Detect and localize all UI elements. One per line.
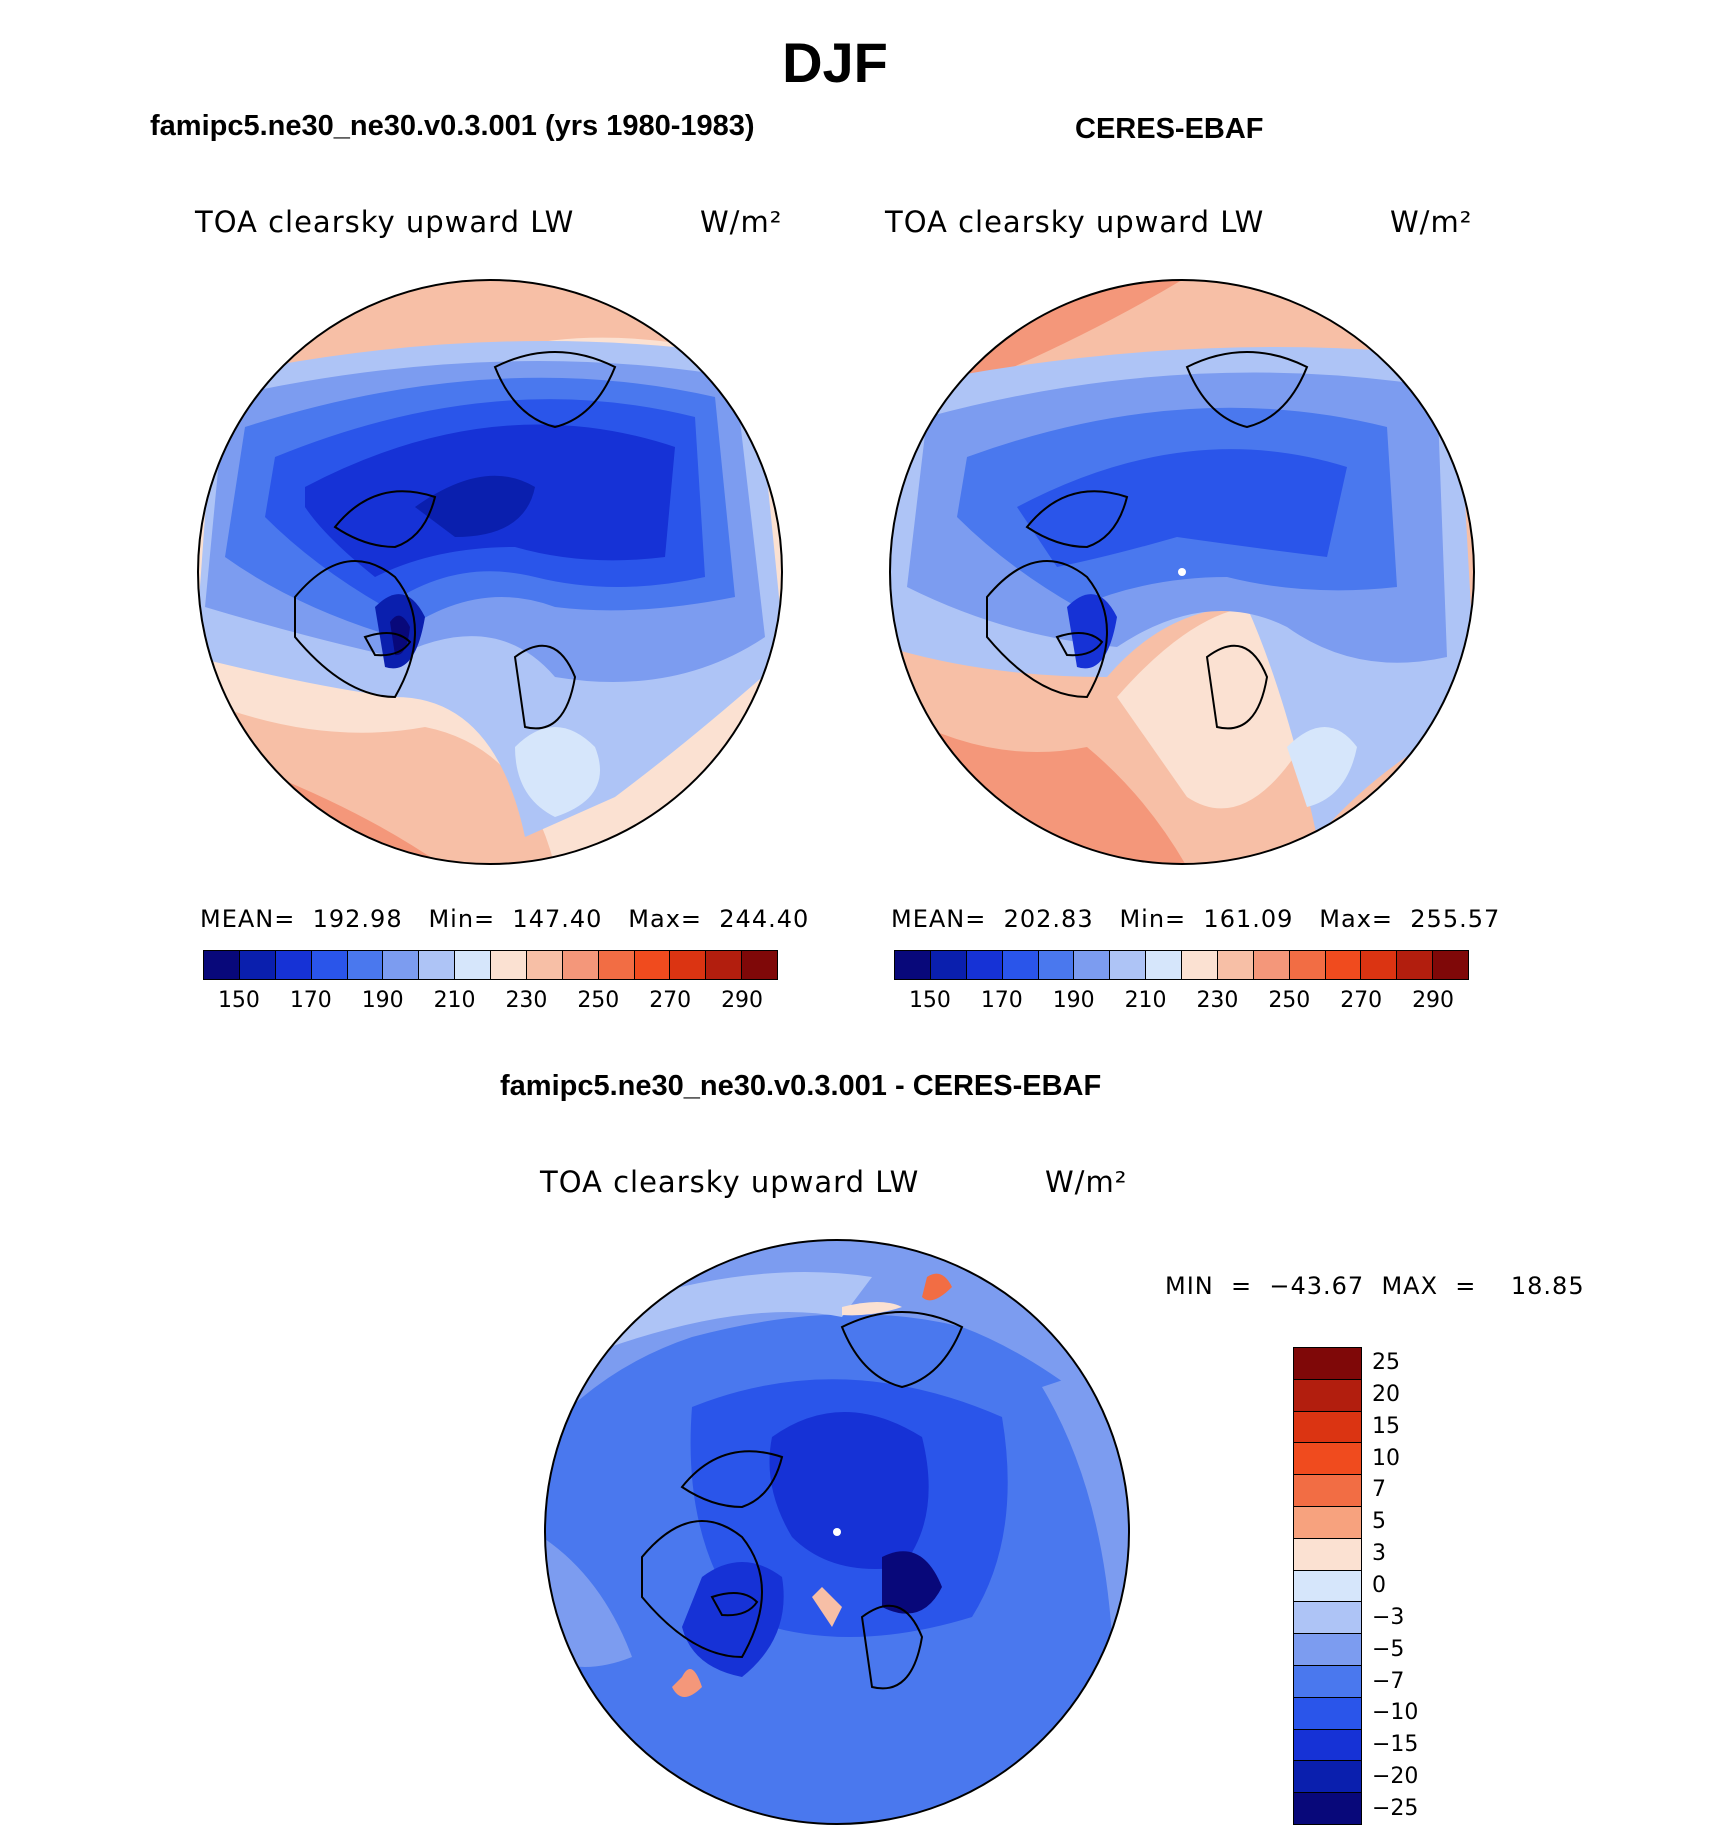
colorbar-swatch <box>383 951 420 979</box>
colorbar-swatch <box>1294 1411 1361 1444</box>
right-panel-title: CERES-EBAF <box>1075 113 1264 145</box>
right-colorbar <box>894 950 1469 980</box>
diff-colorbar <box>1293 1347 1362 1825</box>
colorbar-swatch <box>455 951 491 979</box>
right-colorbar-ticks: 150 170 190 210 230 250 270 290 <box>894 988 1469 1018</box>
colorbar-swatch <box>1325 951 1362 979</box>
colorbar-swatch <box>634 951 671 979</box>
colorbar-tick-label: 290 <box>721 988 764 1013</box>
colorbar-tick-label: 170 <box>289 988 332 1013</box>
colorbar-swatch <box>347 951 384 979</box>
colorbar-swatch <box>1289 951 1326 979</box>
colorbar-swatch <box>1294 1379 1361 1412</box>
colorbar-swatch <box>1294 1506 1361 1539</box>
colorbar-tick-label: 5 <box>1372 1509 1386 1535</box>
colorbar-swatch <box>1253 951 1290 979</box>
colorbar-tick-label: 190 <box>1052 988 1095 1013</box>
colorbar-swatch <box>1294 1697 1361 1730</box>
diff-units-label: W/m² <box>1045 1165 1128 1199</box>
left-variable-label: TOA clearsky upward LW <box>195 205 575 239</box>
left-polar-map <box>197 279 783 865</box>
colorbar-tick-label: 270 <box>649 988 692 1013</box>
colorbar-swatch <box>1294 1602 1361 1635</box>
diff-variable-label: TOA clearsky upward LW <box>540 1165 920 1199</box>
colorbar-tick-label: 10 <box>1372 1445 1400 1471</box>
colorbar-tick-label: 250 <box>577 988 620 1013</box>
colorbar-swatch <box>1361 951 1398 979</box>
left-panel-title: famipc5.ne30_ne30.v0.3.001 (yrs 1980-198… <box>150 110 755 142</box>
colorbar-swatch <box>598 951 635 979</box>
colorbar-swatch <box>895 951 931 979</box>
colorbar-swatch <box>1294 1570 1361 1603</box>
colorbar-swatch <box>204 951 240 979</box>
diff-panel-title: famipc5.ne30_ne30.v0.3.001 - CERES-EBAF <box>500 1070 1102 1102</box>
colorbar-tick-label: 150 <box>908 988 951 1013</box>
colorbar-swatch <box>1294 1634 1361 1666</box>
colorbar-swatch <box>239 951 276 979</box>
colorbar-swatch <box>1397 951 1434 979</box>
colorbar-swatch <box>562 951 599 979</box>
colorbar-swatch <box>966 951 1003 979</box>
colorbar-swatch <box>1294 1475 1361 1507</box>
colorbar-swatch <box>1074 951 1111 979</box>
left-stats: MEAN= 192.98 Min= 147.40 Max= 244.40 <box>200 905 810 933</box>
colorbar-tick-label: 3 <box>1372 1541 1386 1567</box>
colorbar-swatch <box>742 951 777 979</box>
colorbar-swatch <box>1002 951 1039 979</box>
colorbar-tick-label: 190 <box>361 988 404 1013</box>
colorbar-tick-label: −20 <box>1372 1764 1419 1790</box>
colorbar-swatch <box>1294 1665 1361 1698</box>
colorbar-swatch <box>1294 1793 1361 1824</box>
colorbar-swatch <box>526 951 563 979</box>
colorbar-tick-label: 15 <box>1372 1413 1400 1439</box>
colorbar-swatch <box>1294 1348 1361 1380</box>
colorbar-tick-label: 7 <box>1372 1477 1386 1503</box>
season-title: DJF <box>782 31 888 94</box>
colorbar-swatch <box>311 951 348 979</box>
colorbar-tick-label: −7 <box>1372 1668 1405 1694</box>
left-colorbar-ticks: 150 170 190 210 230 250 270 290 <box>203 988 778 1018</box>
colorbar-tick-label: 270 <box>1340 988 1383 1013</box>
colorbar-tick-label: 210 <box>1124 988 1167 1013</box>
colorbar-tick-label: −5 <box>1372 1636 1405 1662</box>
colorbar-swatch <box>1294 1761 1361 1794</box>
colorbar-swatch <box>1294 1443 1361 1476</box>
colorbar-tick-label: 210 <box>433 988 476 1013</box>
colorbar-swatch <box>1433 951 1468 979</box>
colorbar-tick-label: −10 <box>1372 1700 1419 1726</box>
right-variable-label: TOA clearsky upward LW <box>885 205 1265 239</box>
colorbar-swatch <box>491 951 527 979</box>
right-units-label: W/m² <box>1390 205 1473 239</box>
colorbar-tick-label: 290 <box>1412 988 1455 1013</box>
colorbar-swatch <box>1294 1538 1361 1571</box>
colorbar-tick-label: −3 <box>1372 1604 1405 1630</box>
left-units-label: W/m² <box>700 205 783 239</box>
colorbar-swatch <box>1110 951 1147 979</box>
colorbar-tick-label: 25 <box>1372 1349 1400 1375</box>
colorbar-tick-label: −25 <box>1372 1796 1419 1822</box>
colorbar-tick-label: 0 <box>1372 1573 1386 1598</box>
colorbar-swatch <box>706 951 743 979</box>
colorbar-swatch <box>930 951 967 979</box>
colorbar-tick-label: 230 <box>505 988 548 1013</box>
colorbar-tick-label: 250 <box>1268 988 1311 1013</box>
colorbar-tick-label: 150 <box>217 988 260 1013</box>
colorbar-swatch <box>1182 951 1218 979</box>
diff-polar-map <box>544 1239 1130 1825</box>
colorbar-swatch <box>1146 951 1182 979</box>
colorbar-swatch <box>419 951 456 979</box>
left-colorbar <box>203 950 778 980</box>
colorbar-swatch <box>1217 951 1254 979</box>
colorbar-tick-label: 170 <box>980 988 1023 1013</box>
colorbar-swatch <box>1294 1729 1361 1762</box>
colorbar-tick-label: 20 <box>1372 1381 1400 1407</box>
diff-stats: MIN = −43.67 MAX = 18.85 <box>1165 1272 1585 1300</box>
colorbar-swatch <box>670 951 707 979</box>
right-polar-map <box>889 279 1475 865</box>
right-stats: MEAN= 202.83 Min= 161.09 Max= 255.57 <box>891 905 1501 933</box>
colorbar-tick-label: 230 <box>1196 988 1239 1013</box>
colorbar-swatch <box>1038 951 1075 979</box>
colorbar-tick-label: −15 <box>1372 1732 1419 1758</box>
colorbar-swatch <box>275 951 312 979</box>
